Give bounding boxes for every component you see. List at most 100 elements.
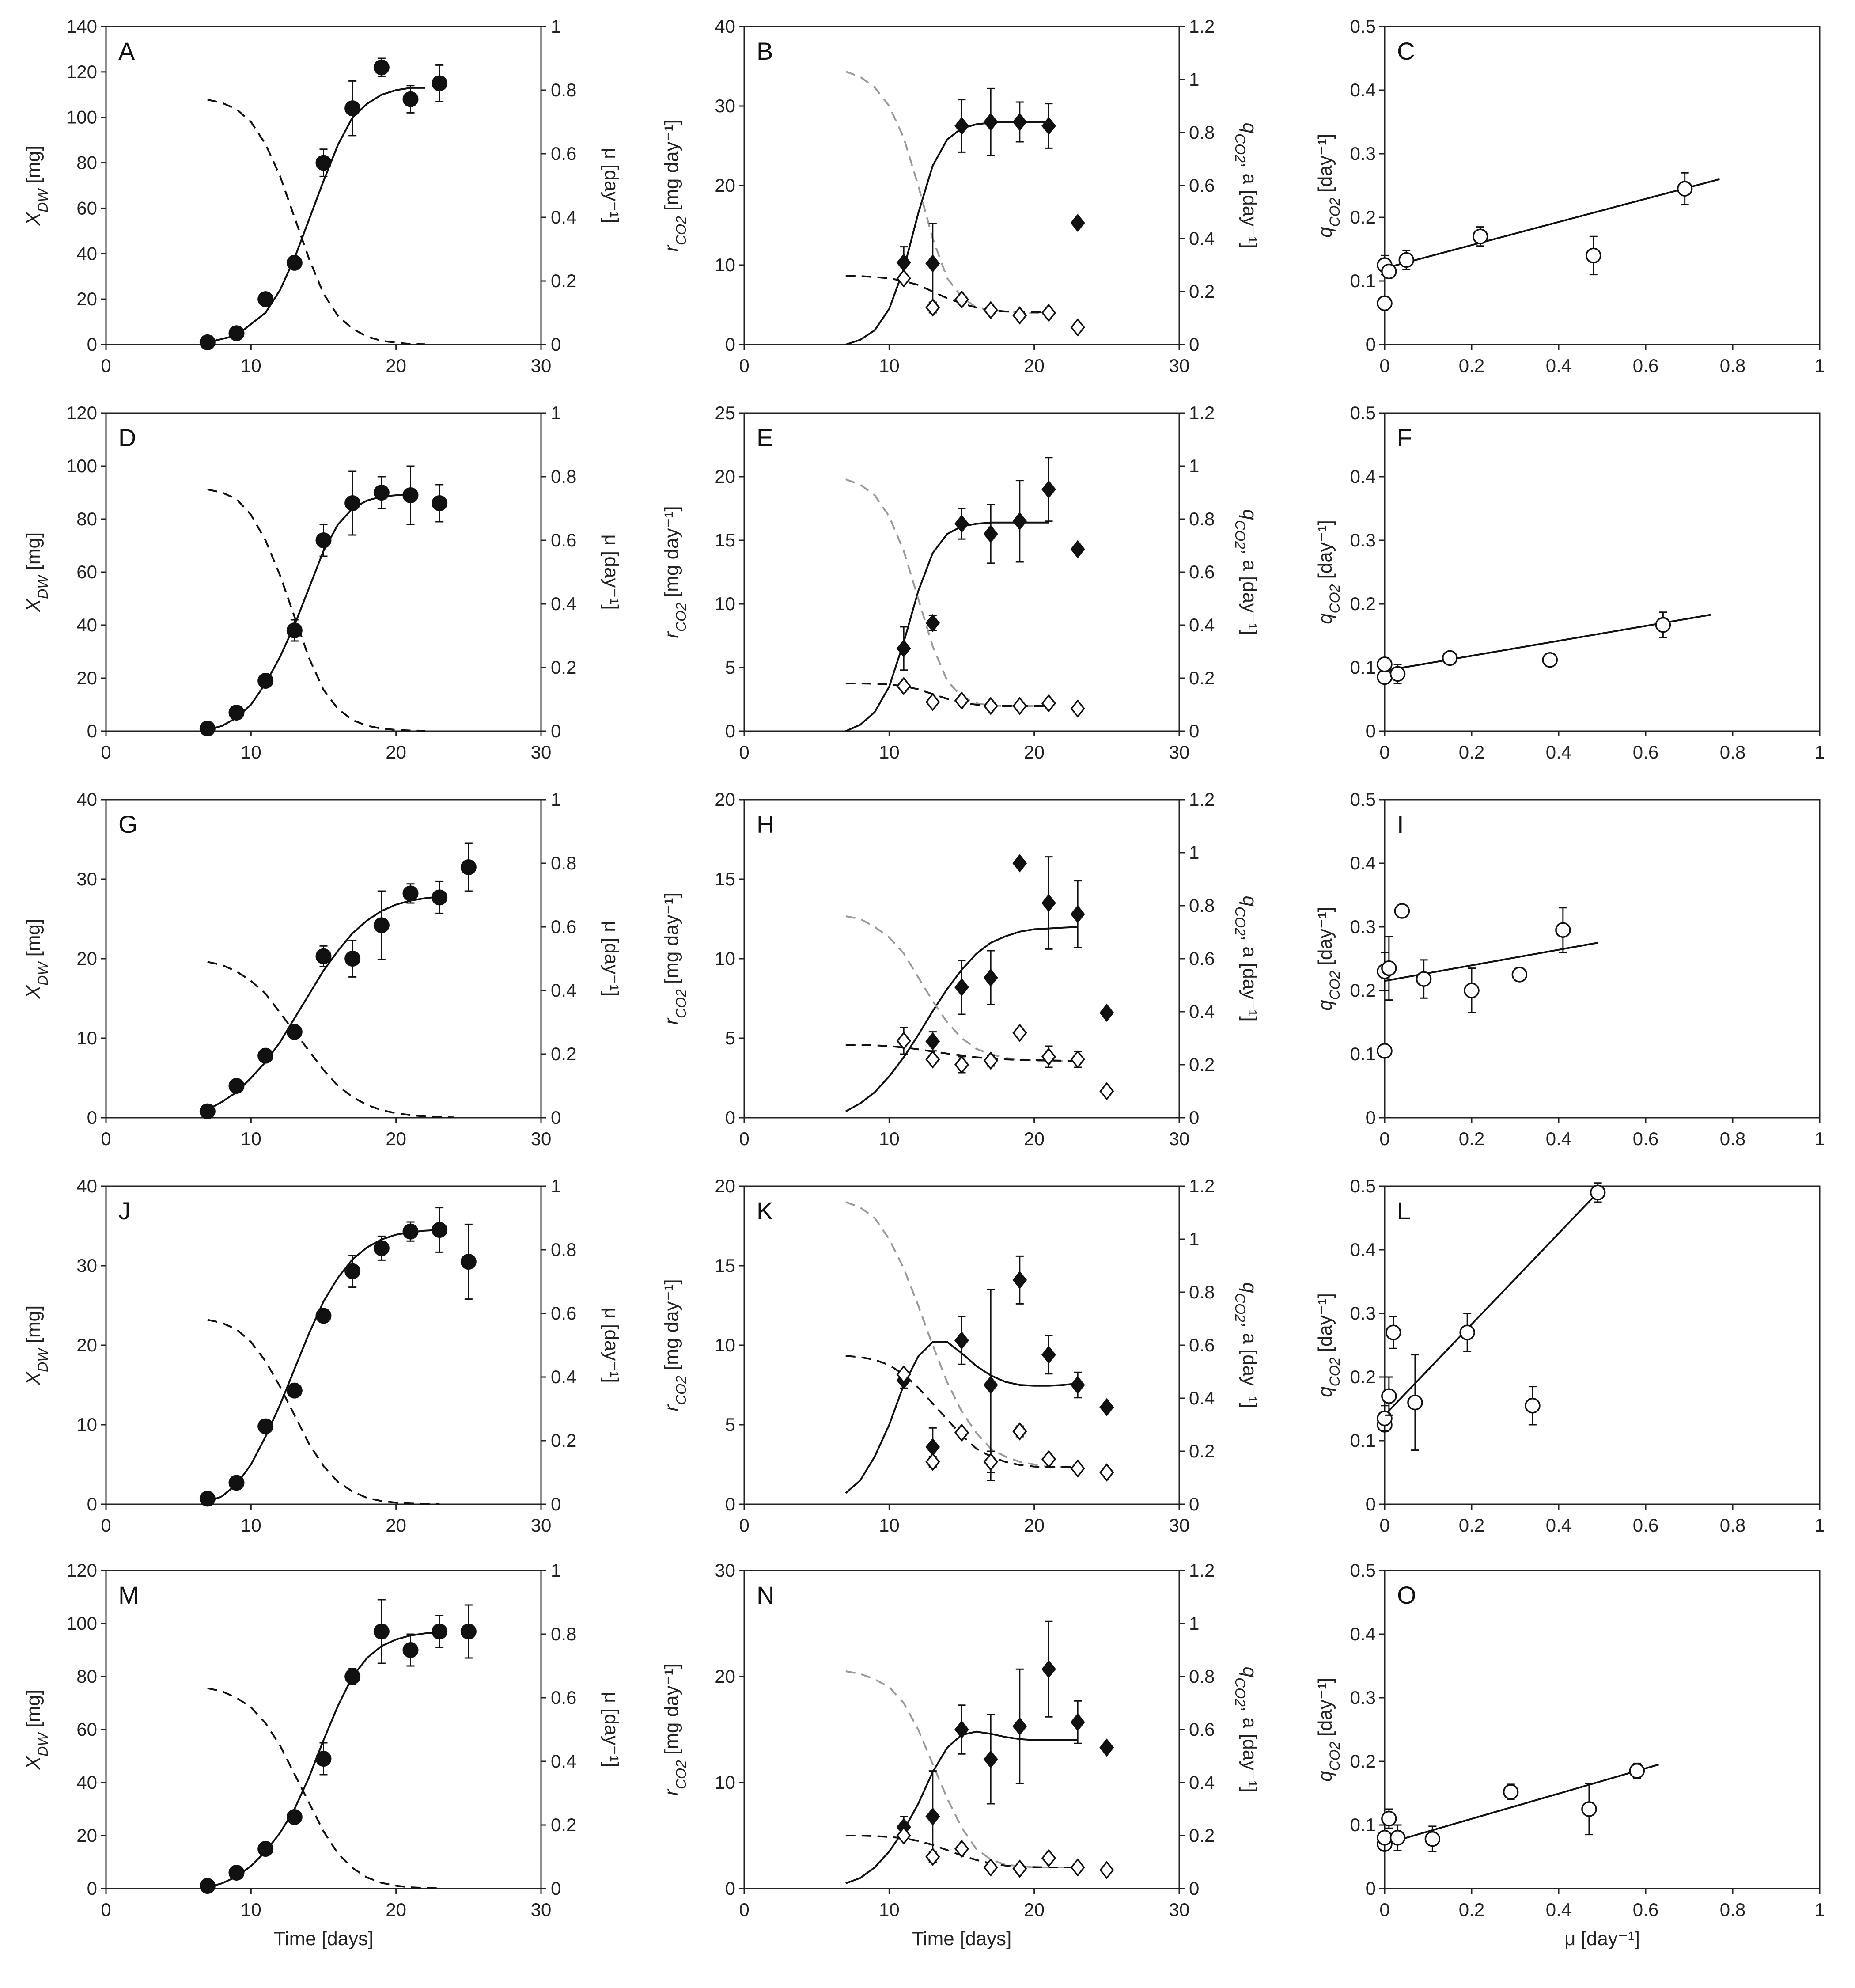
x-tick-label: 30: [531, 1128, 552, 1149]
panel-letter: J: [118, 1197, 131, 1225]
y-tick-label: 0.1: [1350, 1430, 1376, 1451]
panel-letter: K: [757, 1197, 773, 1225]
data-point: [925, 1807, 940, 1826]
data-point: [460, 859, 477, 875]
y-tick-label: 0: [725, 721, 735, 741]
x-tick-label: 0: [101, 1128, 111, 1149]
fit-curve: [207, 1229, 440, 1503]
y2-tick-label: 0.2: [551, 1814, 576, 1835]
y2-tick-label: 0: [1189, 1107, 1199, 1128]
y2-tick-label: 0.6: [1189, 561, 1215, 582]
y2-tick-label: 1: [1189, 1613, 1199, 1634]
data-point-secondary: [1099, 1082, 1114, 1100]
data-point-secondary: [1099, 1463, 1114, 1482]
data-point: [983, 524, 998, 543]
y2-tick-label: 1: [551, 1176, 561, 1196]
data-point-secondary: [954, 1055, 969, 1074]
x-tick-label: 20: [1024, 1515, 1045, 1536]
y2-tick-label: 1: [551, 1560, 561, 1581]
data-point: [344, 100, 361, 117]
data-point: [1416, 971, 1432, 987]
y2-axis-label: μ [day⁻¹]: [601, 148, 622, 224]
data-point-secondary: [1041, 1047, 1056, 1066]
y-tick-label: 0: [1366, 721, 1376, 741]
y-tick-label: 0.3: [1350, 1687, 1376, 1708]
y-tick-label: 0: [1366, 1494, 1376, 1514]
data-point: [344, 1263, 361, 1279]
x-tick-label: 0.2: [1459, 1899, 1484, 1920]
x-tick-label: 0: [739, 1515, 749, 1536]
y-tick-label: 5: [725, 1028, 735, 1048]
x-tick-label: 0.2: [1459, 1515, 1484, 1536]
data-point-secondary: [925, 1050, 940, 1069]
data-point-secondary: [983, 697, 998, 715]
data-point: [983, 1750, 998, 1768]
y2-tick-label: 0.6: [551, 1687, 576, 1708]
data-point: [1511, 967, 1528, 983]
data-point: [373, 485, 390, 501]
y2-axis-label: μ [day⁻¹]: [601, 1692, 622, 1768]
data-point: [1041, 480, 1056, 499]
y-tick-label: 0.3: [1350, 530, 1376, 550]
y-tick-label: 40: [76, 1772, 97, 1793]
y-tick-label: 10: [76, 1028, 97, 1048]
y2-tick-label: 0.4: [1189, 1388, 1215, 1408]
y-axis-label: qCO2 [day⁻¹]: [1314, 1293, 1343, 1397]
panel-letter: I: [1397, 810, 1404, 838]
mu-curve: [207, 1319, 440, 1505]
x-tick-label: 30: [531, 1899, 552, 1920]
data-point: [1586, 247, 1601, 264]
data-point: [257, 1047, 274, 1064]
data-point: [1394, 903, 1410, 919]
data-point: [199, 334, 216, 350]
y2-axis-label: qCO2, a [day⁻¹]: [1232, 123, 1261, 249]
y-tick-label: 120: [66, 402, 97, 423]
y-tick-label: 120: [66, 1560, 97, 1581]
y2-tick-label: 0.2: [1189, 1825, 1215, 1846]
y-tick-label: 80: [76, 1666, 97, 1687]
x-tick-label: 0.4: [1546, 742, 1571, 763]
y-tick-label: 100: [66, 455, 97, 476]
data-point: [1041, 1345, 1056, 1364]
data-point-secondary: [896, 1826, 911, 1845]
plot-frame: [1384, 799, 1821, 1119]
data-point: [1012, 1717, 1027, 1736]
data-point: [402, 1642, 419, 1658]
y2-tick-label: 0.8: [551, 1624, 576, 1644]
data-point: [344, 1669, 361, 1684]
x-axis-label: μ [day⁻¹]: [1564, 1928, 1640, 1950]
data-point: [1070, 1713, 1085, 1731]
y-tick-label: 40: [76, 243, 97, 264]
y-tick-label: 0.2: [1350, 980, 1376, 1001]
y-tick-label: 25: [715, 402, 735, 423]
y-tick-label: 0: [87, 1878, 97, 1899]
y2-tick-label: 0: [551, 721, 561, 741]
y-tick-label: 0.4: [1350, 1239, 1376, 1260]
y2-tick-label: 0.4: [551, 980, 576, 1001]
data-point-secondary: [1041, 1849, 1056, 1867]
data-point: [344, 495, 361, 511]
data-point: [373, 1240, 390, 1256]
x-tick-label: 10: [241, 1899, 261, 1920]
data-point: [1041, 1660, 1056, 1678]
data-point: [1581, 1801, 1597, 1817]
fit-curve: [207, 87, 425, 343]
data-point-secondary: [1070, 699, 1085, 718]
y2-tick-label: 0.4: [1189, 1001, 1215, 1022]
x-tick-label: 0.8: [1720, 742, 1745, 763]
x-tick-label: 30: [531, 1515, 552, 1536]
x-axis-label: Time [days]: [912, 1928, 1012, 1950]
fit-curve: [207, 895, 440, 1111]
data-point-secondary: [954, 1840, 969, 1858]
a-curve: [845, 1201, 1078, 1468]
y-tick-label: 40: [76, 615, 97, 635]
plot-frame: [743, 412, 1180, 732]
data-point-secondary: [983, 1051, 998, 1070]
y2-tick-label: 0.2: [551, 1430, 576, 1451]
a-curve: [845, 1670, 1078, 1868]
data-point-secondary: [1070, 1459, 1085, 1478]
data-point: [1099, 1003, 1114, 1022]
data-point-secondary: [896, 677, 911, 695]
data-point-secondary: [954, 691, 969, 710]
